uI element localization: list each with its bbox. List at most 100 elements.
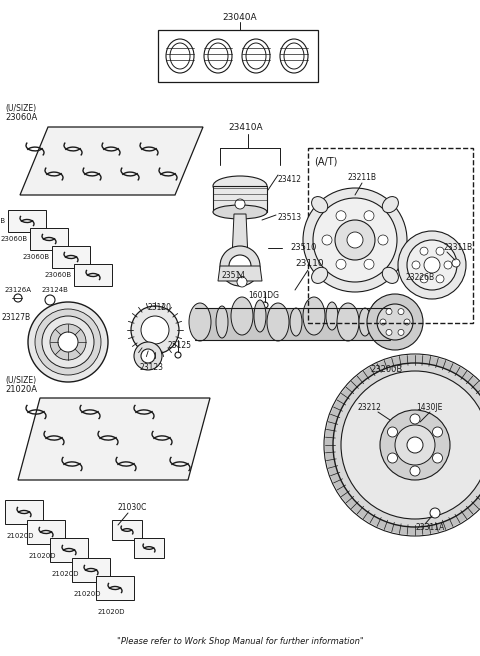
Circle shape	[367, 294, 423, 350]
Circle shape	[14, 294, 22, 302]
Text: 21020D: 21020D	[98, 609, 125, 615]
Text: 23226B: 23226B	[405, 274, 434, 283]
Circle shape	[141, 349, 155, 363]
Ellipse shape	[382, 267, 398, 283]
Circle shape	[364, 259, 374, 269]
Circle shape	[420, 275, 428, 283]
Text: 23123: 23123	[140, 363, 164, 373]
Circle shape	[131, 306, 179, 354]
Circle shape	[410, 466, 420, 476]
Text: 23311B: 23311B	[444, 243, 473, 253]
Text: 23120: 23120	[148, 304, 172, 312]
Circle shape	[432, 427, 443, 437]
Circle shape	[386, 308, 392, 315]
Circle shape	[420, 247, 428, 255]
Circle shape	[229, 255, 251, 277]
Circle shape	[336, 211, 346, 221]
Circle shape	[398, 308, 404, 315]
Circle shape	[398, 329, 404, 335]
Bar	[52, 246, 90, 268]
Text: 23513: 23513	[278, 213, 302, 222]
Ellipse shape	[290, 308, 302, 336]
Text: 1601DG: 1601DG	[248, 291, 279, 300]
Ellipse shape	[337, 303, 359, 341]
Circle shape	[387, 427, 397, 437]
Text: 23060B: 23060B	[0, 218, 6, 224]
Text: (U/SIZE): (U/SIZE)	[5, 375, 36, 384]
Text: 23040A: 23040A	[223, 14, 257, 22]
Ellipse shape	[267, 303, 289, 341]
Text: 23311A: 23311A	[416, 523, 445, 533]
Circle shape	[407, 240, 457, 290]
Circle shape	[333, 363, 480, 527]
Circle shape	[377, 304, 413, 340]
Text: 23514: 23514	[222, 270, 246, 279]
Ellipse shape	[213, 176, 267, 196]
Text: 21030C: 21030C	[118, 504, 147, 512]
Bar	[74, 264, 112, 286]
Polygon shape	[218, 266, 262, 281]
Text: 23212: 23212	[358, 403, 382, 413]
Text: 23211B: 23211B	[348, 173, 377, 182]
Text: 23125: 23125	[168, 342, 192, 350]
Bar	[8, 210, 46, 232]
Text: 23060B: 23060B	[23, 254, 50, 260]
Ellipse shape	[231, 297, 253, 335]
Ellipse shape	[326, 302, 338, 330]
Text: "Please refer to Work Shop Manual for further information": "Please refer to Work Shop Manual for fu…	[117, 638, 363, 647]
Circle shape	[424, 257, 440, 273]
Ellipse shape	[303, 297, 325, 335]
Bar	[308, 148, 473, 323]
Text: 21020D: 21020D	[52, 571, 80, 577]
Text: 23060B: 23060B	[45, 272, 72, 278]
Text: 23110: 23110	[295, 260, 324, 268]
Polygon shape	[232, 214, 248, 258]
Circle shape	[313, 198, 397, 282]
Ellipse shape	[216, 306, 228, 338]
Text: 23126A: 23126A	[5, 287, 32, 293]
Text: 23060A: 23060A	[5, 113, 37, 123]
Bar	[72, 558, 110, 582]
Circle shape	[347, 232, 363, 248]
Ellipse shape	[312, 267, 328, 283]
Polygon shape	[20, 127, 203, 195]
Circle shape	[235, 199, 245, 209]
Ellipse shape	[370, 300, 390, 336]
Circle shape	[404, 319, 410, 325]
Text: 23510: 23510	[290, 243, 316, 253]
Circle shape	[220, 246, 260, 286]
Circle shape	[430, 508, 440, 518]
Circle shape	[335, 220, 375, 260]
Ellipse shape	[170, 43, 190, 69]
Circle shape	[141, 316, 169, 344]
Ellipse shape	[246, 43, 266, 69]
Circle shape	[175, 352, 181, 358]
Text: 23200B: 23200B	[370, 365, 402, 375]
Circle shape	[452, 259, 460, 267]
Circle shape	[325, 355, 480, 535]
Ellipse shape	[382, 197, 398, 213]
Circle shape	[387, 453, 397, 463]
Bar	[50, 538, 88, 562]
Bar	[5, 500, 43, 524]
Ellipse shape	[254, 300, 266, 332]
Circle shape	[410, 414, 420, 424]
Circle shape	[303, 188, 407, 292]
Circle shape	[262, 302, 268, 308]
Circle shape	[398, 231, 466, 299]
Bar	[30, 228, 68, 250]
Polygon shape	[18, 398, 210, 480]
Ellipse shape	[208, 43, 228, 69]
Circle shape	[436, 247, 444, 255]
Bar	[134, 538, 164, 558]
Circle shape	[436, 275, 444, 283]
Bar	[158, 30, 318, 82]
Ellipse shape	[359, 308, 371, 336]
Circle shape	[412, 261, 420, 269]
Ellipse shape	[204, 39, 232, 73]
Circle shape	[134, 342, 162, 370]
Text: 23410A: 23410A	[228, 123, 263, 133]
Circle shape	[432, 453, 443, 463]
Polygon shape	[195, 308, 390, 340]
Text: 21020D: 21020D	[29, 553, 57, 559]
